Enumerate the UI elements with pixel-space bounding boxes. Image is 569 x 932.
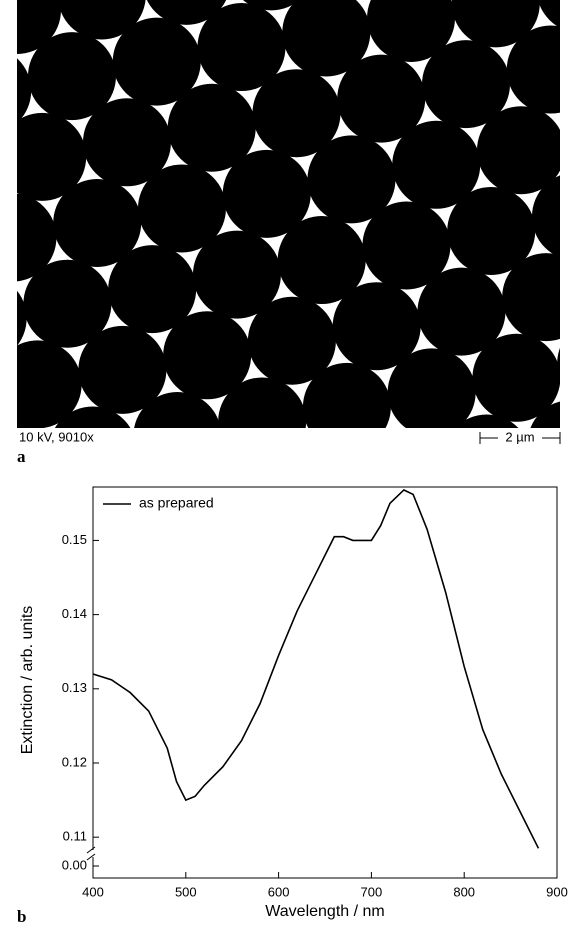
particle (104, 473, 192, 561)
particle (137, 164, 226, 253)
particle (167, 83, 256, 172)
axis-break (86, 853, 96, 861)
particle (468, 561, 556, 649)
particle (417, 267, 506, 356)
particle (328, 510, 416, 598)
particle (506, 25, 560, 114)
particle (17, 193, 57, 282)
particle (192, 230, 281, 319)
axis-break (86, 846, 96, 854)
particle (23, 259, 112, 348)
particle (159, 539, 247, 627)
particle (273, 444, 361, 532)
particle (277, 216, 366, 305)
y-axis-label: Extinction / arb. units (19, 606, 36, 755)
particle (44, 634, 132, 722)
scale-bar-label: 2 µm (505, 429, 534, 444)
particle (302, 362, 391, 428)
series-line (92, 489, 540, 849)
particle (337, 54, 426, 143)
particle (413, 495, 501, 583)
x-tick-label: 400 (82, 884, 104, 899)
particle (82, 98, 171, 187)
particle (557, 347, 560, 379)
particle (222, 149, 311, 238)
particle (17, 422, 32, 428)
particle (307, 135, 396, 224)
particle (252, 69, 341, 158)
particle (0, 502, 22, 590)
particle (282, 0, 371, 77)
particle (218, 377, 307, 428)
particle (129, 620, 217, 708)
particle (108, 245, 197, 334)
particle (472, 333, 560, 422)
particle (58, 0, 146, 40)
particle (146, 0, 227, 25)
particle (17, 340, 82, 428)
particle (477, 106, 560, 195)
x-tick-label: 600 (268, 884, 290, 899)
panel-label: a (17, 447, 26, 466)
particle (17, 0, 61, 54)
x-tick-label: 500 (175, 884, 197, 899)
sem-particles (0, 0, 569, 722)
legend-label: as prepared (139, 495, 214, 511)
particle (392, 120, 481, 209)
particle (362, 201, 451, 290)
x-tick-label: 900 (546, 884, 568, 899)
particle (163, 311, 252, 400)
particle (553, 547, 569, 635)
particle (17, 112, 87, 201)
particle (214, 605, 302, 693)
panel-label: b (17, 907, 26, 926)
particle (54, 406, 131, 428)
particle (197, 3, 286, 92)
particle (74, 553, 162, 641)
particle (0, 127, 1, 215)
particle (367, 0, 456, 62)
particle (78, 325, 167, 414)
particle (562, 92, 569, 180)
particle (134, 392, 221, 428)
particle (387, 348, 476, 428)
x-tick-label: 700 (361, 884, 383, 899)
particle (454, 414, 519, 428)
y-tick-label: 0.11 (63, 829, 87, 844)
axis-break (90, 850, 96, 857)
particle (531, 175, 560, 258)
particle (498, 481, 569, 569)
particle (332, 282, 421, 371)
particle (530, 401, 560, 428)
x-tick-label: 800 (453, 884, 475, 899)
particle (298, 590, 386, 678)
particle (537, 0, 560, 28)
y-tick-label: 0.13 (62, 680, 87, 695)
particle (422, 40, 511, 129)
x-axis-label: Wavelength / nm (265, 903, 384, 920)
particle (502, 253, 560, 342)
y-tick-label: 0.00 (62, 857, 87, 872)
particle (447, 186, 536, 275)
particle (358, 429, 446, 517)
y-tick-label: 0.15 (62, 532, 87, 547)
particle (53, 179, 142, 268)
particle (17, 58, 32, 124)
y-tick-label: 0.12 (62, 754, 87, 769)
particle (247, 296, 336, 385)
particle (383, 576, 471, 664)
particle (27, 32, 116, 121)
sem-caption: 10 kV, 9010x (19, 429, 94, 444)
y-tick-label: 0.14 (62, 606, 87, 621)
particle (451, 0, 540, 48)
plot-frame (92, 486, 558, 879)
particle (112, 17, 201, 106)
